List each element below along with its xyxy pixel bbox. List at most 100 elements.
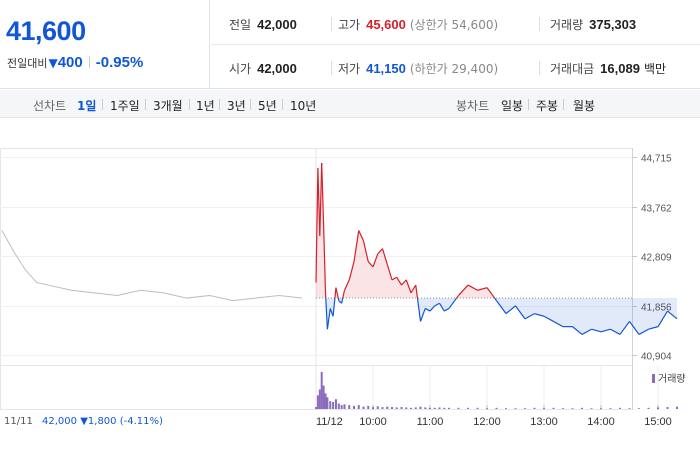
area-above-prev-close xyxy=(363,240,369,299)
x-tick-label: 14:00 xyxy=(587,416,615,428)
series-today-up xyxy=(458,284,469,296)
volume-bar xyxy=(657,407,659,409)
series-today-up xyxy=(353,230,360,262)
series-today-up xyxy=(321,162,325,226)
tab-3month[interactable]: 3개월 xyxy=(153,99,183,113)
area-below-prev-close xyxy=(506,298,516,314)
series-today-down xyxy=(329,308,334,317)
series-today-down xyxy=(419,308,426,322)
volume-bar xyxy=(552,407,555,409)
series-today-down xyxy=(429,305,436,312)
series-today-down xyxy=(325,298,328,330)
volume-bar xyxy=(581,407,583,409)
area-below-prev-close xyxy=(563,298,573,327)
prev-day-change-pct: (-4.11%) xyxy=(119,416,163,427)
tab-1year[interactable]: 1년 xyxy=(196,99,215,113)
series-today-up xyxy=(343,279,350,291)
stat-open: 시가 42,000 xyxy=(229,61,297,76)
series-today-down xyxy=(572,326,583,335)
tab-10year[interactable]: 10년 xyxy=(290,99,317,113)
volume-bar xyxy=(666,407,669,409)
volume-bar xyxy=(638,408,640,409)
tab-1day[interactable]: 1일 xyxy=(77,99,97,113)
series-today-down xyxy=(534,313,545,317)
tab-monthly[interactable]: 월봉 xyxy=(573,99,596,113)
y-tick-label: 44,715 xyxy=(641,154,672,165)
series-today-up xyxy=(367,261,374,268)
series-today-down xyxy=(581,328,592,335)
divider xyxy=(539,61,540,75)
stat-low: 저가 41,150 (하한가 29,400) xyxy=(338,61,499,76)
line-chart-label: 선차트 xyxy=(33,99,67,113)
series-today-down xyxy=(657,310,669,327)
volume-bar xyxy=(676,406,678,409)
volume-bar xyxy=(457,407,460,409)
area-above-prev-close xyxy=(392,277,397,299)
series-today-up xyxy=(323,225,327,293)
area-below-prev-close xyxy=(601,298,611,332)
series-today-down xyxy=(515,305,526,320)
volume-bar xyxy=(326,397,329,409)
series-today-down xyxy=(438,302,445,312)
volume-bar xyxy=(505,408,507,409)
series-today-down xyxy=(416,297,422,322)
series-today-up xyxy=(410,284,417,294)
volume-bar xyxy=(467,407,469,409)
volume-bar xyxy=(619,407,621,409)
volume-bar xyxy=(443,407,446,409)
tab-5year[interactable]: 5년 xyxy=(258,99,277,113)
tab-daily[interactable]: 일봉 xyxy=(501,99,524,113)
volume-bar xyxy=(419,406,422,409)
area-below-prev-close xyxy=(629,298,639,335)
y-tick-label: 42,809 xyxy=(641,253,672,264)
volume-bar xyxy=(410,407,412,409)
volume-bar xyxy=(562,408,564,409)
series-today-up xyxy=(391,276,398,281)
chart-tabs: 선차트 1일 1주일 3개월 1년 3년 5년 10년 봉차트 일봉 주봉 월봉 xyxy=(0,90,700,118)
tab-weekly[interactable]: 주봉 xyxy=(536,99,559,113)
area-below-prev-close xyxy=(425,298,430,312)
series-today-up xyxy=(401,279,407,286)
x-tick-label: 15:00 xyxy=(644,416,672,428)
y-tick-label: 43,762 xyxy=(641,204,672,215)
prev-day-price: 42,000 xyxy=(42,416,78,427)
volume-bar xyxy=(600,408,602,409)
volume-bar xyxy=(414,407,417,409)
area-below-prev-close xyxy=(420,298,426,322)
current-price: 41,600 xyxy=(6,16,86,46)
volume-bar xyxy=(424,407,427,409)
volume-bar xyxy=(476,407,479,409)
volume-bar xyxy=(357,405,360,409)
area-below-prev-close xyxy=(534,298,544,317)
series-today-down xyxy=(524,313,535,320)
series-today-up xyxy=(362,240,369,262)
series-today-up xyxy=(319,162,323,236)
volume-bar xyxy=(343,404,346,409)
volume-bar xyxy=(495,407,498,409)
volume-bar xyxy=(376,406,379,409)
volume-bar xyxy=(590,408,593,409)
area-below-prev-close xyxy=(544,298,554,322)
tab-3year[interactable]: 3년 xyxy=(227,99,246,113)
series-today-down xyxy=(667,310,678,320)
area-above-prev-close xyxy=(387,264,392,299)
area-below-prev-close xyxy=(667,298,677,319)
series-today-up xyxy=(386,264,393,281)
divider xyxy=(331,17,332,31)
series-today-down xyxy=(610,328,621,335)
area-below-prev-close xyxy=(515,298,525,319)
area-below-prev-close xyxy=(330,298,334,317)
tab-1week[interactable]: 1주일 xyxy=(110,99,140,113)
series-today-up xyxy=(381,248,388,265)
change-value: 400 xyxy=(57,54,83,71)
area-below-prev-close xyxy=(582,298,592,335)
series-today-down xyxy=(337,297,340,301)
down-triangle-icon: ▼ xyxy=(80,416,88,427)
volume-bar xyxy=(381,407,384,409)
volume-legend-swatch xyxy=(652,374,655,383)
series-today-down xyxy=(591,328,602,333)
area-below-prev-close xyxy=(444,298,449,312)
volume-bar xyxy=(405,407,408,409)
area-below-prev-close xyxy=(658,298,668,327)
